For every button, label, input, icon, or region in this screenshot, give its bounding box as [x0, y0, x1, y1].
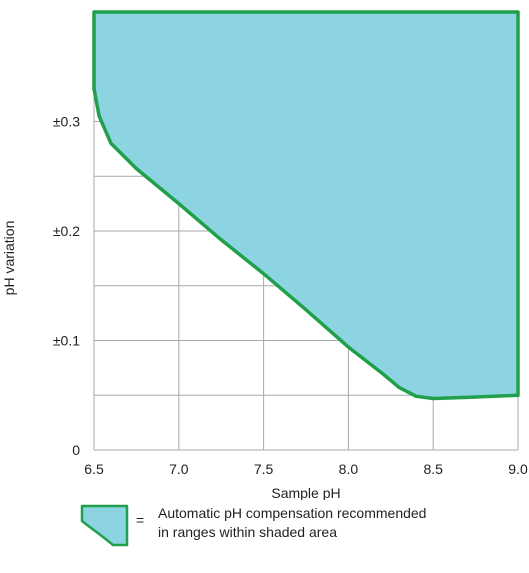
- y-tick-label: ±0.3: [53, 114, 80, 130]
- legend-line-2: in ranges within shaded area: [158, 523, 426, 542]
- x-axis-ticks: 6.5 7.0 7.5 8.0 8.5 9.0: [84, 461, 528, 477]
- ph-compensation-chart: 6.5 7.0 7.5 8.0 8.5 9.0 0 ±0.1 ±0.2 ±0.3 Sample …: [0, 0, 529, 500]
- legend-swatch: [80, 504, 130, 548]
- legend-line-1: Automatic pH compensation recommended: [158, 504, 426, 523]
- legend-equals: =: [136, 512, 144, 528]
- y-tick-label: ±0.2: [53, 223, 80, 239]
- x-tick-label: 7.5: [254, 461, 274, 477]
- x-tick-label: 7.0: [169, 461, 189, 477]
- y-tick-label: ±0.1: [53, 333, 80, 349]
- x-tick-label: 6.5: [84, 461, 104, 477]
- legend: = Automatic pH compensation recommended …: [80, 504, 520, 570]
- x-tick-label: 8.0: [339, 461, 359, 477]
- y-axis-ticks: 0 ±0.1 ±0.2 ±0.3: [53, 114, 80, 459]
- y-tick-label: 0: [72, 442, 80, 458]
- x-tick-label: 8.5: [423, 461, 443, 477]
- y-axis-title: pH variation: [1, 221, 17, 296]
- x-tick-label: 9.0: [508, 461, 528, 477]
- legend-text: Automatic pH compensation recommended in…: [158, 504, 426, 542]
- x-axis-title: Sample pH: [271, 485, 340, 500]
